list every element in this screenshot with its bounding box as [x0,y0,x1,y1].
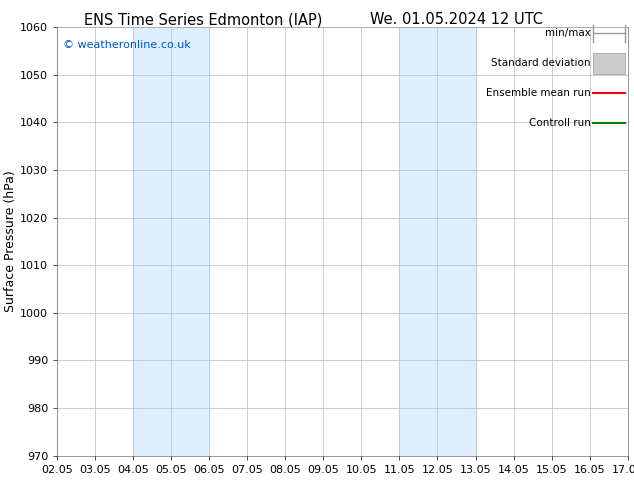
Text: We. 01.05.2024 12 UTC: We. 01.05.2024 12 UTC [370,12,543,27]
Text: Ensemble mean run: Ensemble mean run [486,88,590,98]
Text: ENS Time Series Edmonton (IAP): ENS Time Series Edmonton (IAP) [84,12,322,27]
Text: Standard deviation: Standard deviation [491,58,590,69]
Text: Controll run: Controll run [529,119,590,128]
Bar [593,53,625,74]
Bar [133,27,209,456]
Y-axis label: Surface Pressure (hPa): Surface Pressure (hPa) [4,171,17,312]
Text: min/max: min/max [545,28,590,38]
Text: © weatheronline.co.uk: © weatheronline.co.uk [63,40,190,50]
Bar [399,27,476,456]
